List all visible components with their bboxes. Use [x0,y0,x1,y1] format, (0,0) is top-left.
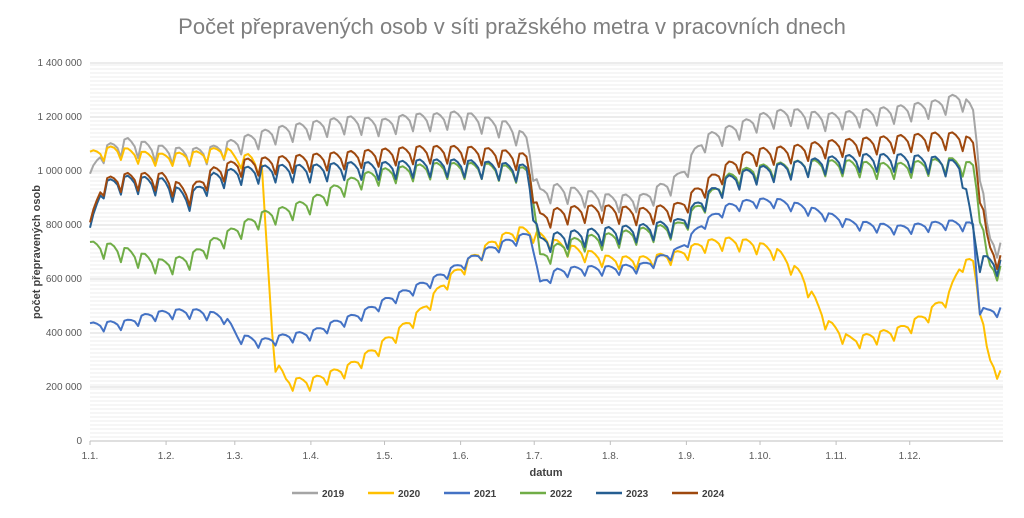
legend-label: 2019 [322,489,345,500]
x-axis-ticks: 1.1. 1.2. 1.3. 1.4. 1.5. 1.6. 1.7. 1.8. 1.9. 1.10… [82,441,921,462]
series-lines [89,93,1002,392]
legend-label: 2022 [550,489,573,500]
x-tick-label: 1.7. [526,451,543,462]
x-tick-label: 1.2. [158,451,175,462]
y-tick-label: 200 000 [46,382,83,393]
legend-label: 2020 [398,489,421,500]
x-tick-label: 1.9. [678,451,695,462]
x-tick-label: 1.6. [452,451,469,462]
y-tick-label: 1 400 000 [38,58,83,69]
y-tick-label: 800 000 [46,220,83,231]
x-tick-label: 1.3. [226,451,243,462]
x-axis-label: datum [530,467,563,479]
series-line-2023 [89,153,1002,277]
x-tick-label: 1.11. [825,451,847,462]
legend: 2019 2020 2021 2022 2023 2024 [292,489,725,500]
y-tick-label: 1 000 000 [38,166,83,177]
series-line-2022 [89,157,1002,282]
x-tick-label: 1.4. [303,451,320,462]
gridlines [90,62,1003,388]
legend-label: 2023 [626,489,649,500]
y-tick-label: 1 200 000 [38,112,83,123]
series-line-2021 [89,197,1002,349]
y-tick-label: 600 000 [46,274,83,285]
y-tick-label: 0 [76,436,82,447]
y-axis-ticks: 0 200 000 400 000 600 000 800 000 1 000 000 1 … [38,58,83,447]
x-tick-label: 1.10. [749,451,771,462]
legend-label: 2024 [702,489,725,500]
x-tick-label: 1.5. [376,451,393,462]
series-line-2019 [89,93,1002,259]
series-line-2024 [89,131,1002,270]
plot-area [90,63,1003,441]
x-tick-label: 1.1. [82,451,99,462]
series-line-2020 [89,145,1002,392]
y-axis-label: počet přepravených osob [31,185,43,319]
chart-title: Počet přepravených osob v síti pražského… [178,14,846,39]
x-tick-label: 1.8. [602,451,619,462]
x-tick-label: 1.12. [899,451,921,462]
legend-label: 2021 [474,489,497,500]
y-tick-label: 400 000 [46,328,83,339]
